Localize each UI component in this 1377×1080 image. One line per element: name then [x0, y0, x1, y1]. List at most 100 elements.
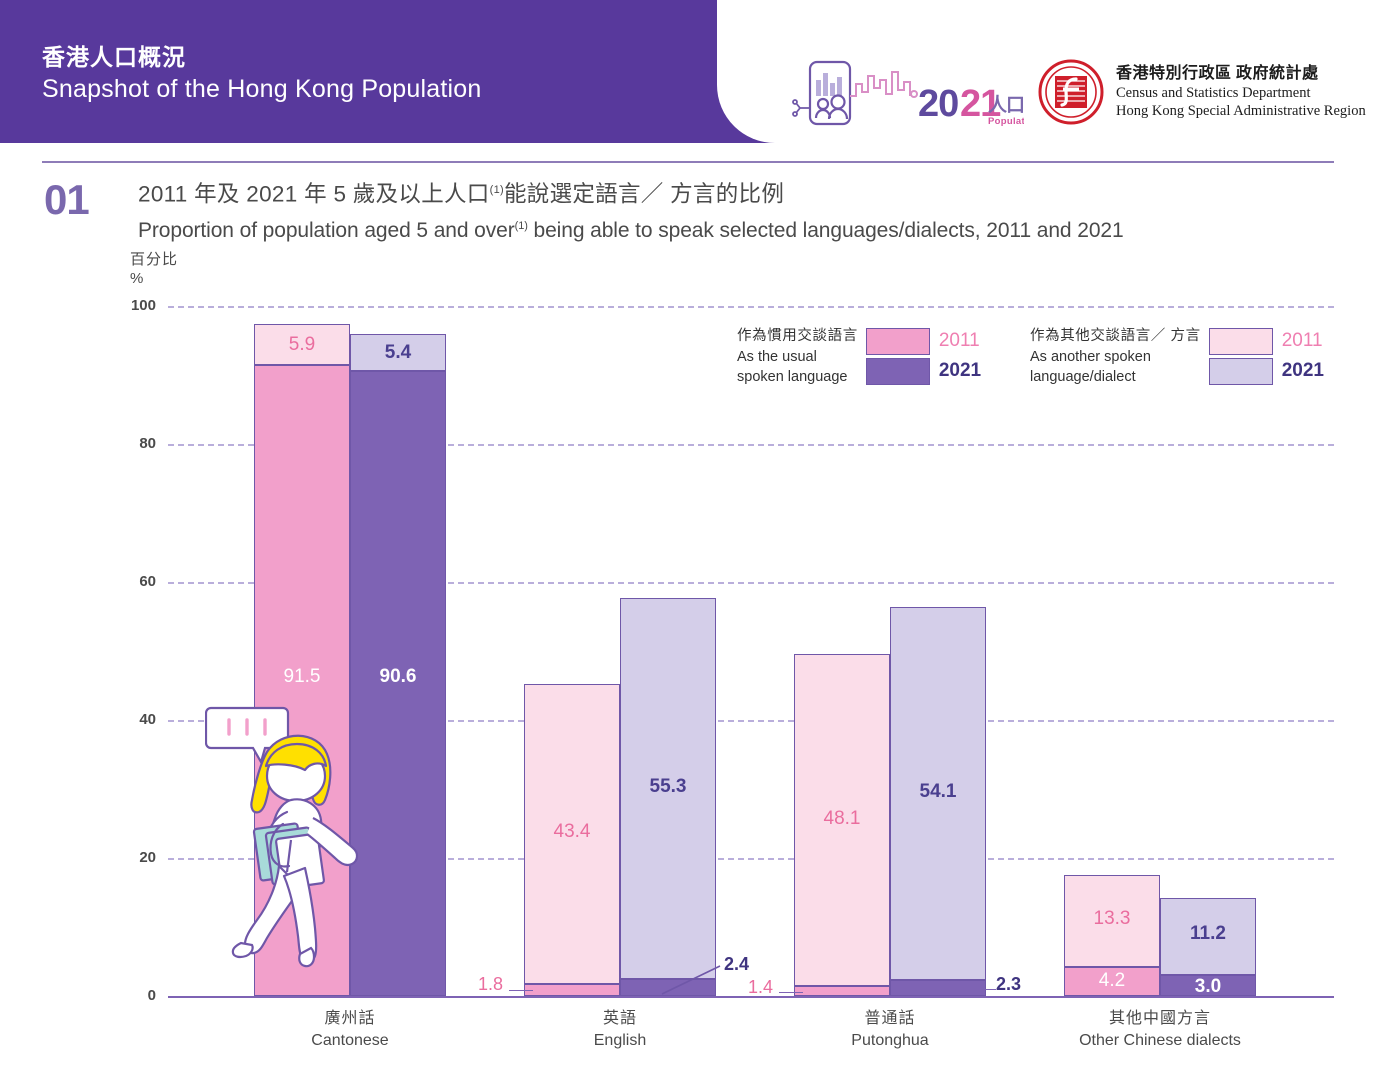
legend-swatch-other-2011	[1208, 327, 1273, 355]
section-title-zh-footnote-marker: (1)	[489, 184, 504, 196]
y-tick-80: 80	[139, 435, 156, 452]
csd-seal-icon	[1038, 59, 1104, 125]
legend-year-usual-2011: 2011	[938, 330, 980, 351]
category-label-other-dialects: 其他中國方言 Other Chinese dialects	[1060, 1008, 1260, 1052]
category-label-english-en: English	[593, 1032, 647, 1049]
svg-text:20: 20	[918, 83, 958, 125]
value-putonghua-2011-usual: 1.4	[748, 977, 774, 997]
gridline-100	[168, 306, 1334, 308]
value-cantonese-2021-usual: 90.6	[379, 666, 417, 687]
svg-text:人口普查: 人口普查	[988, 93, 1024, 116]
leader-putonghua-2011-usual	[779, 992, 803, 993]
bar-english-2021-other	[620, 598, 716, 979]
csd-department-chinese: 香港特別行政區 政府統計處	[1116, 65, 1319, 82]
legend-group-usual-en-2: spoken language	[737, 369, 848, 385]
category-label-putonghua-en: Putonghua	[851, 1032, 929, 1049]
bar-cantonese-2011-other	[254, 324, 350, 365]
gridline-60	[168, 582, 1334, 584]
legend-group-other: 作為其他交談語言／ 方言 As another spoken language/…	[1030, 326, 1324, 388]
header-title-chinese: 香港人口概況	[42, 44, 186, 70]
axis-baseline	[168, 996, 1334, 998]
value-cantonese-2021-other: 5.4	[384, 342, 412, 363]
y-axis-title-english: %	[130, 270, 144, 287]
legend-item-usual-2011[interactable]: 2011	[865, 326, 981, 356]
census-logo-graphic: 20 21 人口普查 Population Census	[792, 60, 1024, 127]
bar-cantonese-2021-other	[350, 334, 446, 371]
header-titles: 香港人口概況 Snapshot of the Hong Kong Populat…	[42, 42, 481, 106]
csd-logo: 香港特別行政區 政府統計處 Census and Statistics Depa…	[1038, 59, 1366, 125]
legend-group-other-en-2: language/dialect	[1030, 369, 1136, 385]
legend-year-usual-2021: 2021	[938, 360, 982, 381]
section-title-zh-part2: 能說選定語言／ 方言的比例	[503, 181, 785, 207]
bar-other-dialects-2011-usual	[1064, 967, 1160, 996]
svg-text:21: 21	[960, 83, 1001, 125]
section-title-en-part2: being able to speak selected languages/d…	[527, 218, 1124, 242]
legend-year-other-2011: 2011	[1281, 330, 1323, 351]
csd-department-english-2: Hong Kong Special Administrative Region	[1116, 103, 1366, 119]
value-english-2021-usual: 2.4	[724, 954, 750, 974]
legend-group-other-swatches: 2011 2021	[1208, 326, 1325, 386]
legend-group-usual-swatches: 2011 2021	[865, 326, 982, 386]
bar-putonghua-2011-usual	[794, 986, 890, 996]
legend-group-other-labels: 作為其他交談語言／ 方言 As another spoken language/…	[1030, 326, 1201, 388]
y-axis-title: 百分比 %	[130, 250, 178, 288]
value-putonghua-2021-usual: 2.3	[996, 974, 1022, 994]
value-putonghua-2021-other: 54.1	[919, 781, 957, 802]
section-divider	[42, 161, 1334, 163]
holding-arm-shape	[269, 822, 291, 868]
value-other-dialects-2021-usual: 3.0	[1194, 976, 1222, 997]
value-other-dialects-2011-usual: 4.2	[1098, 970, 1126, 991]
legend-group-usual: 作為慣用交談語言 As the usual spoken language 20…	[737, 326, 981, 388]
leader-english-2021-usual	[661, 965, 721, 995]
category-label-other-dialects-zh: 其他中國方言	[1108, 1010, 1211, 1027]
value-english-2011-other: 43.4	[553, 821, 591, 842]
y-tick-60: 60	[139, 573, 156, 590]
category-label-cantonese-en: Cantonese	[311, 1032, 389, 1049]
bar-putonghua-2021-other	[890, 607, 986, 980]
legend-group-other-en-1: As another spoken	[1030, 348, 1151, 365]
bar-other-dialects-2011-other	[1064, 875, 1160, 967]
leader-putonghua-2021-usual	[972, 989, 996, 990]
y-tick-40: 40	[139, 711, 156, 728]
census-2021-logo: 20 21 人口普查 Population Census 2021 人口普查 P…	[792, 58, 1024, 128]
gridline-80	[168, 444, 1334, 446]
fringe-shape	[264, 742, 328, 772]
y-tick-20: 20	[139, 849, 156, 866]
legend-item-other-2021[interactable]: 2021	[1208, 356, 1325, 386]
gridline-40	[168, 720, 1334, 722]
header-title-english: Snapshot of the Hong Kong Population	[42, 75, 482, 103]
legend-group-other-zh: 作為其他交談語言／ 方言	[1030, 328, 1201, 344]
y-axis-title-chinese: 百分比	[130, 251, 179, 268]
legend-group-usual-zh: 作為慣用交談語言	[737, 328, 858, 344]
legend-swatch-usual-2011	[865, 327, 930, 355]
category-label-english-zh: 英語	[602, 1010, 637, 1027]
category-label-cantonese: 廣州話 Cantonese	[250, 1008, 450, 1052]
value-english-2011-usual: 1.8	[478, 974, 504, 994]
value-cantonese-2011-other: 5.9	[288, 334, 316, 355]
legend-year-other-2021: 2021	[1281, 360, 1325, 381]
bar-other-dialects-2021-other	[1160, 898, 1256, 975]
category-label-other-dialects-en: Other Chinese dialects	[1079, 1032, 1241, 1049]
bar-english-2011-usual	[524, 984, 620, 996]
legend-group-usual-labels: 作為慣用交談語言 As the usual spoken language	[737, 326, 858, 388]
svg-text:Population Census: Population Census	[988, 116, 1024, 127]
legend-group-usual-en-1: As the usual	[737, 348, 817, 365]
category-label-putonghua-zh: 普通話	[864, 1010, 916, 1027]
y-tick-0: 0	[147, 987, 156, 1004]
value-cantonese-2011-usual: 91.5	[283, 666, 321, 687]
category-label-putonghua: 普通話 Putonghua	[790, 1008, 990, 1052]
value-other-dialects-2021-other: 11.2	[1190, 923, 1226, 944]
value-putonghua-2011-other: 48.1	[823, 808, 861, 829]
section-title-zh-part1: 2011 年及 2021 年 5 歲及以上人口	[138, 181, 490, 207]
legend-item-usual-2021[interactable]: 2021	[865, 356, 982, 386]
value-english-2021-other: 55.3	[649, 776, 687, 797]
legend-swatch-usual-2021	[865, 357, 930, 385]
bar-english-2011-other	[524, 684, 620, 984]
legend-item-other-2011[interactable]: 2011	[1208, 326, 1324, 356]
y-tick-100: 100	[130, 297, 156, 314]
back-shoe-shape	[231, 941, 254, 959]
value-other-dialects-2011-other: 13.3	[1093, 908, 1131, 929]
csd-department-english-1: Census and Statistics Department	[1116, 85, 1311, 101]
bar-putonghua-2021-usual	[890, 980, 986, 996]
